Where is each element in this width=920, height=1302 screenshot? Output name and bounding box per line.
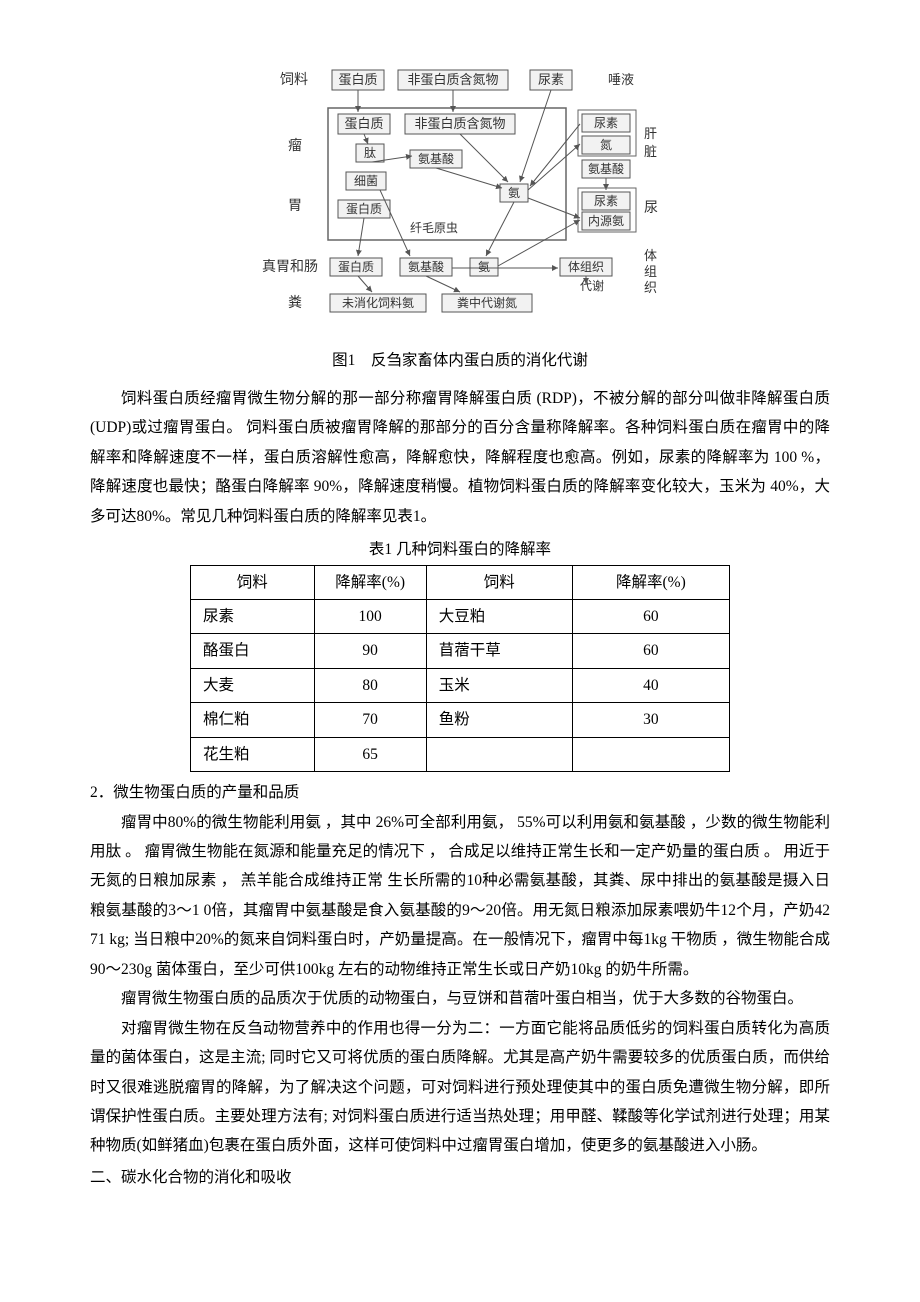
paragraph-4: 对瘤胃微生物在反刍动物营养中的作用也得一分为二：一方面它能将品质低劣的饲料蛋白质… [90, 1014, 830, 1161]
table-row: 棉仁粕70鱼粉30 [191, 703, 730, 737]
left-rumen: 瘤 [288, 137, 302, 154]
rate-cell [572, 737, 729, 771]
table-row: 酪蛋白90苜蓿干草60 [191, 634, 730, 668]
box-feed-urea: 尿素 [538, 72, 564, 87]
left-stomach: 胃 [288, 199, 302, 214]
figure1-svg: 蛋白质 非蛋白质含氮物 尿素 唾液 蛋白质 非蛋白质含氮物 尿素 氮 肽 氨基酸… [260, 60, 660, 330]
right-tissue3: 织 [644, 280, 657, 295]
th-2: 饲料 [426, 565, 572, 599]
left-intestine: 真胃和肠 [262, 259, 318, 275]
rate-cell: 100 [314, 599, 426, 633]
feed-name-cell: 花生粕 [191, 737, 315, 771]
table1-caption: 表1 几种饲料蛋白的降解率 [90, 535, 830, 564]
feed-name-cell: 鱼粉 [426, 703, 572, 737]
section-carbs-heading: 二、碳水化合物的消化和吸收 [90, 1163, 830, 1192]
rate-cell: 80 [314, 668, 426, 702]
rate-cell: 30 [572, 703, 729, 737]
box-liver-n: 氮 [600, 137, 612, 152]
left-feed: 饲料 [280, 72, 308, 88]
box-tissue: 体组织 [568, 260, 604, 274]
box-int-aa: 氨基酸 [408, 259, 444, 274]
figure1-container: 蛋白质 非蛋白质含氮物 尿素 唾液 蛋白质 非蛋白质含氮物 尿素 氮 肽 氨基酸… [90, 60, 830, 376]
paragraph-3: 瘤胃微生物蛋白质的品质次于优质的动物蛋白，与豆饼和苜蓿叶蛋白相当，优于大多数的谷… [90, 984, 830, 1013]
paragraph-2: 瘤胃中80%的微生物能利用氨 ，其中 26%可全部利用氨， 55%可以利用氨和氨… [90, 808, 830, 985]
rate-cell: 65 [314, 737, 426, 771]
rate-cell: 60 [572, 634, 729, 668]
feed-name-cell: 尿素 [191, 599, 315, 633]
box-rumen-protein: 蛋白质 [344, 116, 383, 131]
box-feed-protein: 蛋白质 [338, 72, 377, 87]
table1: 饲料 降解率(%) 饲料 降解率(%) 尿素100大豆粕60酪蛋白90苜蓿干草6… [190, 565, 730, 773]
feed-name-cell: 苜蓿干草 [426, 634, 572, 668]
right-tissue1: 体 [644, 248, 657, 263]
th-0: 饲料 [191, 565, 315, 599]
table-row: 大麦80玉米40 [191, 668, 730, 702]
box-liver-aa: 氨基酸 [588, 161, 624, 176]
box-abomasum-protein: 蛋白质 [346, 201, 382, 216]
box-ciliate: 纤毛原虫 [410, 221, 458, 235]
right-tissue2: 组 [644, 264, 657, 279]
box-urine-endo: 内源氨 [588, 214, 624, 228]
box-bacteria: 细菌 [354, 174, 378, 188]
box-rumen-aa: 氨基酸 [418, 151, 454, 166]
rate-cell: 60 [572, 599, 729, 633]
box-urine-urea: 尿素 [594, 194, 618, 208]
table-header-row: 饲料 降解率(%) 饲料 降解率(%) [191, 565, 730, 599]
right-saliva: 唾液 [608, 72, 634, 87]
th-1: 降解率(%) [314, 565, 426, 599]
feed-name-cell [426, 737, 572, 771]
box-metabolism: 代谢 [580, 278, 604, 293]
box-peptide: 肽 [364, 145, 376, 160]
figure1-caption: 图1 反刍家畜体内蛋白质的消化代谢 [90, 346, 830, 375]
rate-cell: 90 [314, 634, 426, 668]
box-rumen-npn: 非蛋白质含氮物 [414, 116, 505, 131]
rate-cell: 40 [572, 668, 729, 702]
right-liver1: 肝 [644, 126, 657, 141]
box-int-nh3: 氨 [478, 260, 490, 274]
figure1-svg-wrap: 蛋白质 非蛋白质含氮物 尿素 唾液 蛋白质 非蛋白质含氮物 尿素 氮 肽 氨基酸… [260, 60, 660, 340]
box-feces-undig: 未消化饲料氨 [342, 296, 414, 310]
box-feces-metab: 粪中代谢氮 [457, 295, 517, 310]
box-nh3: 氨 [508, 186, 520, 200]
section2-heading: 2．微生物蛋白质的产量和品质 [90, 778, 830, 807]
feed-name-cell: 玉米 [426, 668, 572, 702]
box-feed-npn: 非蛋白质含氮物 [407, 72, 498, 87]
feed-name-cell: 大豆粕 [426, 599, 572, 633]
table-row: 尿素100大豆粕60 [191, 599, 730, 633]
box-saliva-urea: 尿素 [594, 116, 618, 130]
left-feces: 粪 [288, 295, 302, 311]
box-int-protein: 蛋白质 [338, 259, 374, 274]
feed-name-cell: 酪蛋白 [191, 634, 315, 668]
feed-name-cell: 棉仁粕 [191, 703, 315, 737]
feed-name-cell: 大麦 [191, 668, 315, 702]
right-urine: 尿 [644, 201, 658, 216]
rate-cell: 70 [314, 703, 426, 737]
th-3: 降解率(%) [572, 565, 729, 599]
table-row: 花生粕65 [191, 737, 730, 771]
paragraph-1: 饲料蛋白质经瘤胃微生物分解的那一部分称瘤胃降解蛋白质 (RDP)，不被分解的部分… [90, 384, 830, 531]
right-liver2: 脏 [644, 144, 657, 159]
